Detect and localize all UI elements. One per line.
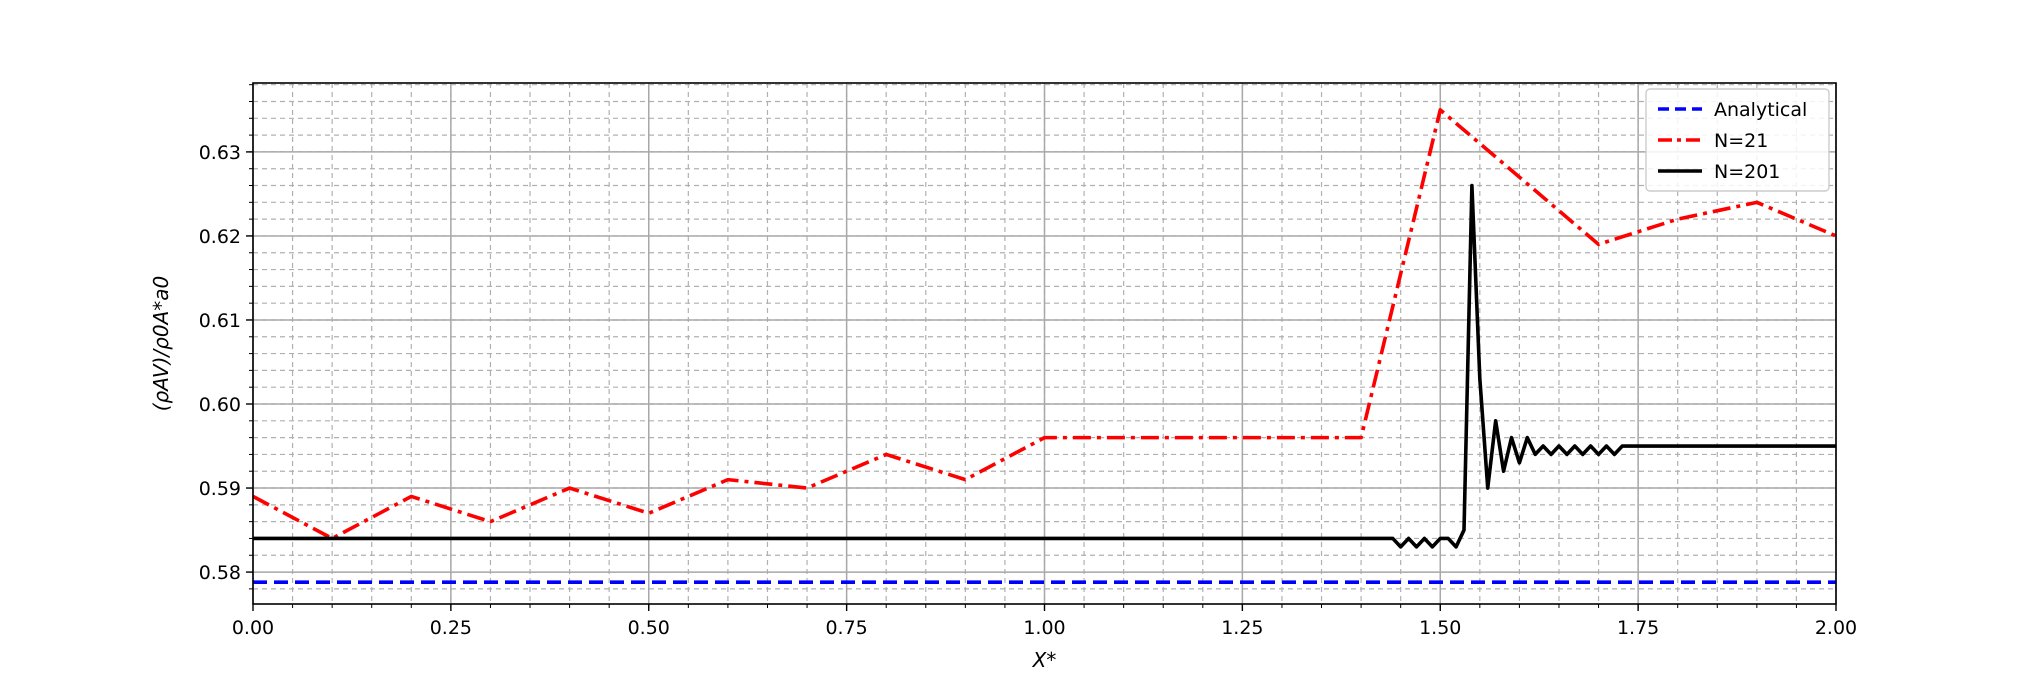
x-tick-label: 0.75 (825, 617, 867, 639)
legend-label: Analytical (1714, 99, 1807, 121)
y-tick-label: 0.60 (199, 394, 241, 416)
x-axis-label: X* (1032, 648, 1057, 672)
legend: Analytical N=21 N=201 (1645, 88, 1830, 192)
series-line (252, 108, 1837, 541)
y-tick-label: 0.62 (199, 226, 241, 248)
x-tick-label: 1.75 (1617, 617, 1659, 639)
y-axis-label: (ρAV)/ρ0A*a0 (149, 276, 173, 412)
legend-label: N=21 (1714, 130, 1768, 152)
x-tick-label: 1.50 (1419, 617, 1461, 639)
y-tick-label: 0.63 (199, 142, 241, 164)
axis-ticks (246, 84, 1837, 611)
x-tick-label: 0.25 (430, 617, 472, 639)
series-layer (252, 108, 1837, 584)
x-tick-label: 1.00 (1023, 617, 1065, 639)
y-tick-label: 0.61 (199, 310, 241, 332)
y-tick-label: 0.59 (199, 478, 241, 500)
x-tick-label: 0.00 (232, 617, 274, 639)
x-tick-label: 2.00 (1815, 617, 1857, 639)
y-tick-label: 0.58 (199, 562, 241, 584)
x-tick-label: 1.25 (1221, 617, 1263, 639)
x-tick-label: 0.50 (628, 617, 670, 639)
legend-items: Analytical N=21 N=201 (1658, 99, 1807, 183)
legend-label: N=201 (1714, 161, 1780, 183)
series-line (253, 183, 1836, 549)
legend-box (1645, 88, 1830, 192)
tick-labels: 0.00 0.25 0.50 0.75 1.00 1.25 1.50 1.75 2.00 0.58… (199, 142, 1857, 639)
